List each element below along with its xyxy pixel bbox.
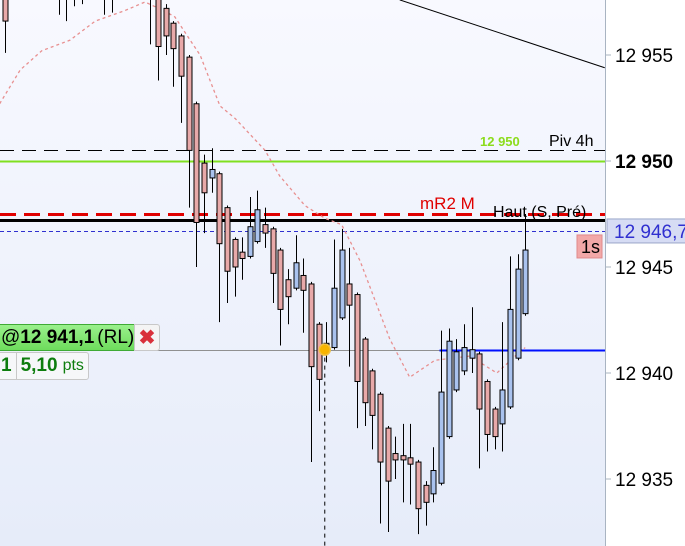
candle-bullish [522,249,529,315]
candle-bearish [476,353,483,410]
order-details: 1 5,10 pts [0,352,89,380]
pivot-4h-label: Piv 4h [549,133,593,150]
candle-bearish [2,0,9,22]
candle-bullish [499,389,506,425]
current-price-label: 12 946,7 [614,222,685,243]
candle-bullish [209,168,216,179]
timeframe-badge-label: 1s [581,237,600,257]
moving-average-line [0,1,526,379]
order-marker-dot [318,343,332,356]
candle-bullish [247,226,254,257]
candle-bearish [492,408,499,438]
divider [15,353,17,379]
current-price-badge [606,218,685,244]
candle-bullish [515,268,522,359]
timeframe-badge [576,234,603,259]
candle-bearish [377,393,384,463]
candle-bearish [354,294,361,382]
candle-bearish [170,22,177,50]
order-at: @ [1,326,21,348]
candle-bearish [392,453,399,461]
candle-bearish [407,457,414,465]
candle-bearish [369,370,376,416]
candle-bearish [285,279,292,298]
close-x-icon[interactable]: ✖ [134,324,160,351]
candle-bearish [270,228,277,274]
price-axis[interactable] [605,0,685,546]
order-quantity: 1 [1,355,12,376]
order-label[interactable]: @ 12 941,1 (RL) [0,324,140,351]
candle-bearish [300,274,307,291]
candle-bearish [216,173,223,245]
candle-bearish [423,484,430,503]
candle-bearish [155,0,162,48]
order-distance-unit: pts [62,357,84,374]
candle-bearish [262,224,269,234]
mr2-m-label: mR2 M [420,194,475,213]
axis-tick-label: 12 945 [615,258,673,279]
candle-bearish [178,35,185,77]
candle-bullish [438,391,445,484]
candle-bullish [430,470,437,495]
candle-bearish [193,103,200,223]
candle-bullish [254,209,261,243]
candle-bearish [362,338,369,404]
order-price: 12 941,1 [20,326,95,348]
candle-bullish [331,287,338,349]
haut-s-pre-label: Haut (S, Pré) [493,204,586,221]
green-level-label: 12 950 [480,134,520,149]
order-distance: 5,10 [20,355,58,376]
candle-bearish [385,427,392,482]
candle-bearish [163,7,170,37]
axis-tick-label: 12 950 [615,152,673,173]
candle-bearish [201,162,208,194]
candle-bearish [346,283,353,306]
candle-bearish [277,249,284,310]
candle-bullish [469,349,476,359]
plot-background [0,0,605,546]
candle-bullish [453,351,460,391]
trendline [399,0,605,69]
candle-bullish [446,340,453,438]
axis-tick-label: 12 940 [615,364,673,385]
candle-bearish [239,251,246,260]
candle-bearish [484,380,491,435]
candle-bearish [400,455,407,461]
axis-tick-label: 12 935 [615,470,673,491]
candle-bearish [308,283,315,368]
candle-bearish [415,461,422,510]
candle-bullish [339,249,346,319]
candle-bullish [507,308,514,408]
candle-bearish [186,56,193,151]
axis-tick-label: 12 955 [615,46,673,67]
order-type: (RL) [97,326,135,348]
candle-bullish [461,347,468,372]
candle-bullish [293,262,300,289]
candle-bearish [232,238,239,268]
candle-bearish [224,207,231,272]
